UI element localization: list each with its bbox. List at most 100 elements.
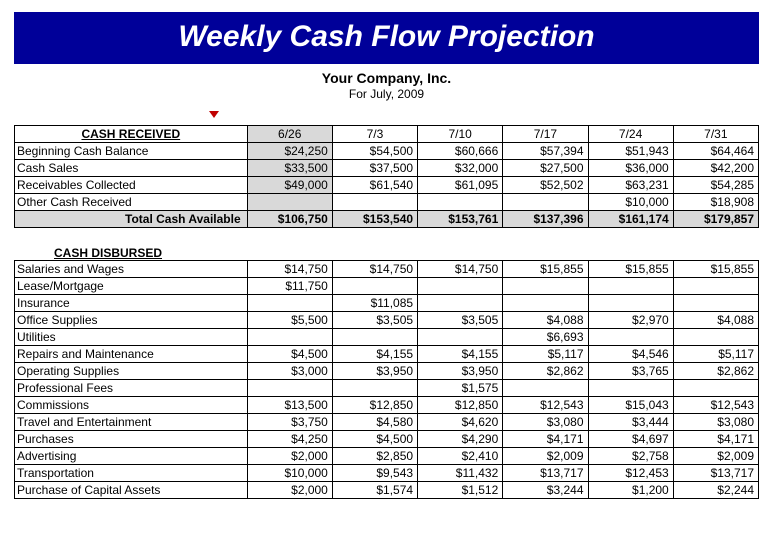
value-cell: $2,244: [673, 482, 758, 499]
value-cell: $32,000: [418, 160, 503, 177]
date-cell: 7/10: [418, 126, 503, 143]
value-cell: [332, 380, 417, 397]
title-bar: Weekly Cash Flow Projection: [14, 12, 759, 64]
value-cell: [673, 278, 758, 295]
row-label: Lease/Mortgage: [15, 278, 248, 295]
value-cell: $2,000: [247, 482, 332, 499]
value-cell: [673, 295, 758, 312]
row-label: Advertising: [15, 448, 248, 465]
value-cell: $12,453: [588, 465, 673, 482]
value-cell: [588, 380, 673, 397]
value-cell: $4,088: [673, 312, 758, 329]
value-cell: [247, 194, 332, 211]
value-cell: $11,432: [418, 465, 503, 482]
row-label: Repairs and Maintenance: [15, 346, 248, 363]
value-cell: $33,500: [247, 160, 332, 177]
value-cell: $63,231: [588, 177, 673, 194]
table-row: Lease/Mortgage$11,750: [15, 278, 759, 295]
total-cash-available-row: Total Cash Available $106,750 $153,540 $…: [15, 211, 759, 228]
value-cell: [418, 194, 503, 211]
total-label: Total Cash Available: [15, 211, 248, 228]
table-row: Travel and Entertainment$3,750$4,580$4,6…: [15, 414, 759, 431]
value-cell: $52,502: [503, 177, 588, 194]
value-cell: $3,765: [588, 363, 673, 380]
value-cell: $2,009: [673, 448, 758, 465]
value-cell: $15,855: [673, 261, 758, 278]
total-cell: $179,857: [673, 211, 758, 228]
value-cell: $60,666: [418, 143, 503, 160]
value-cell: $6,693: [503, 329, 588, 346]
value-cell: $1,200: [588, 482, 673, 499]
company-name: Your Company, Inc.: [14, 70, 759, 86]
table-row: Professional Fees $1,575: [15, 380, 759, 397]
value-cell: [503, 295, 588, 312]
value-cell: $61,540: [332, 177, 417, 194]
value-cell: [418, 329, 503, 346]
value-cell: $10,000: [247, 465, 332, 482]
value-cell: $5,117: [673, 346, 758, 363]
row-label: Cash Sales: [15, 160, 248, 177]
table-row: Transportation$10,000$9,543$11,432$13,71…: [15, 465, 759, 482]
value-cell: $4,155: [332, 346, 417, 363]
value-cell: [503, 380, 588, 397]
value-cell: [588, 329, 673, 346]
value-cell: $2,862: [673, 363, 758, 380]
value-cell: $4,088: [503, 312, 588, 329]
value-cell: $12,543: [503, 397, 588, 414]
value-cell: $4,290: [418, 431, 503, 448]
value-cell: $13,717: [673, 465, 758, 482]
table-row: Purchases$4,250$4,500$4,290$4,171$4,697$…: [15, 431, 759, 448]
table-row: Cash Sales$33,500$37,500$32,000$27,500$3…: [15, 160, 759, 177]
table-row: Repairs and Maintenance$4,500$4,155$4,15…: [15, 346, 759, 363]
value-cell: $4,580: [332, 414, 417, 431]
value-cell: $11,750: [247, 278, 332, 295]
table-row: Advertising$2,000$2,850$2,410$2,009$2,75…: [15, 448, 759, 465]
value-cell: [588, 295, 673, 312]
table-row: Operating Supplies$3,000$3,950$3,950$2,8…: [15, 363, 759, 380]
value-cell: $14,750: [418, 261, 503, 278]
value-cell: $42,200: [673, 160, 758, 177]
value-cell: [332, 194, 417, 211]
row-label: Purchase of Capital Assets: [15, 482, 248, 499]
value-cell: [418, 278, 503, 295]
row-label: Professional Fees: [15, 380, 248, 397]
total-cell: $106,750: [247, 211, 332, 228]
table-row: Utilities $6,693: [15, 329, 759, 346]
value-cell: $3,750: [247, 414, 332, 431]
date-cell: 6/26: [247, 126, 332, 143]
spacer: [14, 228, 759, 246]
value-cell: [332, 329, 417, 346]
row-label: Utilities: [15, 329, 248, 346]
row-label: Salaries and Wages: [15, 261, 248, 278]
value-cell: $2,410: [418, 448, 503, 465]
value-cell: $3,444: [588, 414, 673, 431]
period-text: For July, 2009: [14, 87, 759, 101]
value-cell: $4,500: [247, 346, 332, 363]
date-cell: 7/3: [332, 126, 417, 143]
value-cell: $37,500: [332, 160, 417, 177]
value-cell: [503, 278, 588, 295]
value-cell: $10,000: [588, 194, 673, 211]
value-cell: $61,095: [418, 177, 503, 194]
value-cell: $1,575: [418, 380, 503, 397]
value-cell: $5,500: [247, 312, 332, 329]
value-cell: $13,717: [503, 465, 588, 482]
table-row: Office Supplies$5,500$3,505$3,505$4,088$…: [15, 312, 759, 329]
value-cell: $2,758: [588, 448, 673, 465]
value-cell: $4,171: [673, 431, 758, 448]
value-cell: $4,171: [503, 431, 588, 448]
cell-comment-marker: [14, 111, 759, 125]
table-row: Beginning Cash Balance$24,250$54,500$60,…: [15, 143, 759, 160]
table-row: Commissions$13,500$12,850$12,850$12,543$…: [15, 397, 759, 414]
title-text: Weekly Cash Flow Projection: [178, 20, 594, 53]
value-cell: [503, 194, 588, 211]
value-cell: $5,117: [503, 346, 588, 363]
value-cell: $54,285: [673, 177, 758, 194]
cash-received-table: CASH RECEIVED 6/26 7/3 7/10 7/17 7/24 7/…: [14, 125, 759, 228]
value-cell: $11,085: [332, 295, 417, 312]
value-cell: $4,250: [247, 431, 332, 448]
value-cell: $4,697: [588, 431, 673, 448]
page: Weekly Cash Flow Projection Your Company…: [0, 0, 773, 499]
value-cell: [332, 278, 417, 295]
value-cell: $15,855: [503, 261, 588, 278]
